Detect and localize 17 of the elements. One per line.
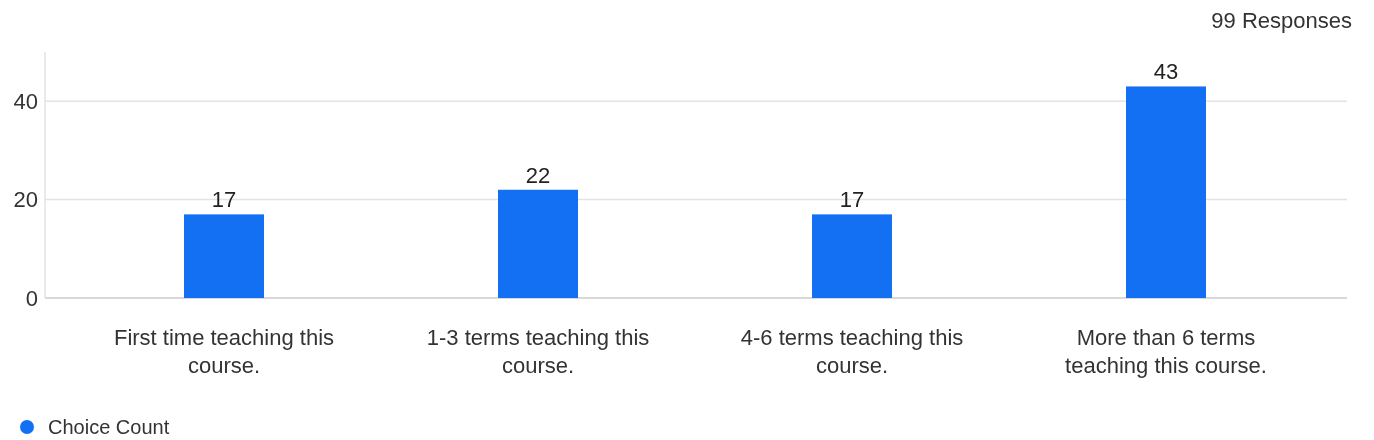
text: 99 Responses [1211,8,1352,33]
legend-label: Choice Count [48,416,170,438]
x-tick-label: More than 6 terms teaching this course. [1065,325,1267,378]
data-label: 17 [211,187,237,213]
x-tick-label: First time teaching this course. [113,325,335,378]
y-tick-label: 0 [25,285,38,311]
x-tick-label: 4-6 terms teaching this course. [740,325,964,378]
bar [1126,86,1206,298]
y-tick-label: 20 [13,187,38,213]
x-tick-label: 1-3 terms teaching this course. [426,325,650,378]
data-label: 22 [525,162,551,188]
y-tick-label: 40 [13,88,38,114]
data-label: 43 [1153,59,1179,85]
bar [184,214,264,298]
bar [812,214,892,298]
data-label: 17 [839,187,865,213]
bar [498,189,578,298]
